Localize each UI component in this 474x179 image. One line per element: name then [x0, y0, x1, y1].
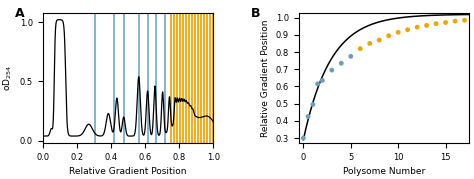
Point [337, 62, 345, 65]
Point [385, 34, 392, 37]
Point [423, 24, 430, 27]
Point [461, 19, 468, 22]
Point [304, 115, 312, 118]
X-axis label: Relative Gradient Position: Relative Gradient Position [69, 168, 187, 176]
X-axis label: Polysome Number: Polysome Number [343, 168, 425, 176]
Y-axis label: Relative Gradient Position: Relative Gradient Position [261, 19, 270, 137]
Point [442, 21, 449, 24]
Point [300, 137, 307, 139]
Text: B: B [251, 7, 260, 20]
Point [432, 22, 440, 25]
Point [404, 28, 411, 31]
Y-axis label: oD$_{254}$: oD$_{254}$ [2, 65, 14, 91]
Point [394, 31, 402, 34]
Point [347, 55, 355, 58]
Text: A: A [15, 7, 25, 20]
Point [309, 103, 317, 106]
Point [375, 39, 383, 42]
Point [356, 47, 364, 50]
Point [314, 83, 321, 85]
Point [451, 20, 459, 23]
Point [319, 79, 326, 82]
Point [328, 69, 336, 72]
Point [413, 26, 421, 29]
Point [366, 42, 374, 45]
